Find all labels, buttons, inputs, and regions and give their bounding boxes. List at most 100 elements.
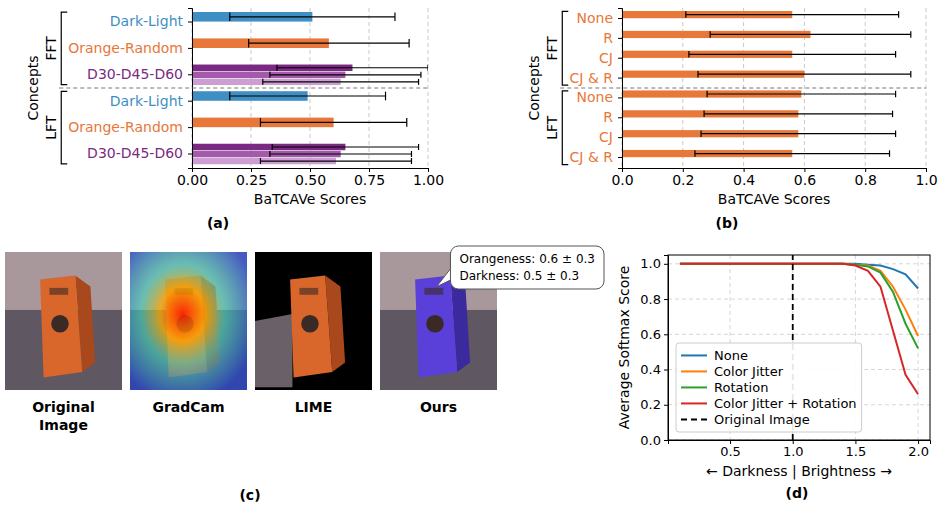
panel-label: (b) [716, 215, 739, 231]
callout-tail [436, 268, 451, 287]
category-label: D30-D45-D60 [87, 66, 183, 82]
error-cap [694, 150, 695, 156]
grid-line [668, 299, 930, 300]
tick-label: 0.2 [640, 397, 661, 412]
photo-shape [51, 315, 69, 333]
error-cap [898, 11, 899, 17]
tick-mark [188, 154, 192, 155]
tick-mark [188, 74, 192, 75]
error-cap [895, 130, 896, 136]
error-line [272, 146, 418, 147]
tick-mark [188, 21, 192, 22]
axis-title: Concepts [526, 55, 542, 120]
tick-mark [618, 78, 622, 79]
callout-line: Orangeness: 0.6 ± 0.3 [459, 252, 595, 266]
tick-mark [664, 405, 668, 406]
error-cap [710, 31, 711, 37]
error-cap [269, 151, 270, 157]
photo-shape [49, 288, 68, 295]
error-line [230, 95, 386, 96]
group-bracket [61, 12, 67, 84]
error-line [707, 93, 895, 94]
tick: 0.00 [177, 168, 208, 188]
category-label: Orange-Random [68, 40, 183, 56]
tick-label: 1.00 [413, 172, 444, 188]
tick: 0.8 [640, 292, 668, 307]
photo-shape [255, 252, 372, 390]
tick-mark [618, 97, 622, 98]
group-bracket [562, 11, 568, 85]
tick: 0.0 [611, 168, 633, 188]
axis: 0.51.01.52.0 [669, 440, 931, 459]
group-label: LFT [43, 115, 59, 140]
image-caption: GradCam [152, 399, 224, 415]
panel-label: (a) [207, 215, 229, 231]
image-caption: LIME [295, 399, 333, 415]
error-cap [700, 130, 701, 136]
tick: 0.4 [733, 168, 755, 188]
tick-label: 0.50 [295, 172, 326, 188]
image-panel: OriginalImageGradCamLIMEOursOrangeness: … [5, 246, 604, 503]
category-label: Orange-Random [68, 119, 183, 135]
tick-label: 0.2 [672, 172, 694, 188]
tick: 0.4 [640, 362, 668, 377]
tick: CJ & R [570, 149, 622, 165]
error-line [263, 81, 419, 82]
legend-label: None [714, 348, 748, 363]
tick-label: 0.25 [236, 172, 267, 188]
photo-shape [255, 314, 292, 387]
error-line [686, 14, 899, 15]
tick-mark [618, 117, 622, 118]
error-bar [260, 118, 406, 127]
tick-label: 0.0 [640, 433, 661, 448]
category-label: R [603, 109, 613, 125]
tick: 0.25 [236, 168, 267, 188]
tick-mark [618, 157, 622, 158]
tick-mark [188, 101, 192, 102]
tick-label: 1.0 [783, 444, 804, 459]
error-bar [701, 130, 896, 136]
category-label: Dark-Light [110, 13, 184, 29]
legend-item: Color Jitter + Rotation [681, 396, 857, 411]
tick-label: 1.0 [915, 172, 937, 188]
category-label: CJ [599, 129, 613, 145]
tick: 0.8 [855, 168, 877, 188]
photo-shape [290, 275, 332, 377]
tick-mark [188, 48, 192, 49]
category-label: CJ [599, 50, 613, 66]
photo-shape [424, 288, 443, 295]
error-cap [269, 72, 270, 78]
axis-title: Concepts [25, 55, 41, 120]
tick-label: 0.00 [177, 172, 208, 188]
legend-swatch [681, 370, 707, 372]
tick-label: 2.0 [908, 444, 929, 459]
error-bar [260, 158, 411, 164]
tick: CJ & R [570, 70, 622, 86]
category-label: None [576, 89, 613, 105]
tick-mark [664, 334, 668, 335]
tick: 1.00 [413, 168, 444, 188]
line-panel: 0.51.01.52.00.00.20.40.60.81.0← Darkness… [616, 255, 931, 501]
bar-panel: 0.00 0.25 0.50 0.75 1.00 Dark-Light Orange-Ran… [25, 8, 444, 231]
photo-shape [426, 315, 444, 333]
legend-swatch [681, 402, 707, 404]
legend: NoneColor JitterRotationColor Jitter + R… [676, 343, 862, 432]
tick: CJ [599, 129, 622, 145]
error-bar [686, 11, 899, 17]
figure-svg: 0.00 0.25 0.50 0.75 1.00 Dark-Light Orange-Ran… [0, 0, 948, 515]
tick: 0.0 [640, 433, 668, 448]
legend-item: Color Jitter [681, 364, 784, 379]
tick-mark [618, 58, 622, 59]
error-bar [707, 91, 895, 97]
error-cap [697, 71, 698, 77]
image [5, 252, 122, 390]
error-cap [229, 12, 230, 21]
tick-label: 0.6 [640, 327, 661, 342]
category-label: CJ & R [570, 149, 614, 165]
photo-shape [130, 252, 247, 390]
image-caption: OriginalImage [32, 399, 95, 433]
error-cap [385, 92, 386, 101]
tick-label: 0.75 [354, 172, 385, 188]
error-line [260, 122, 406, 123]
tick-label: 0.5 [720, 444, 741, 459]
